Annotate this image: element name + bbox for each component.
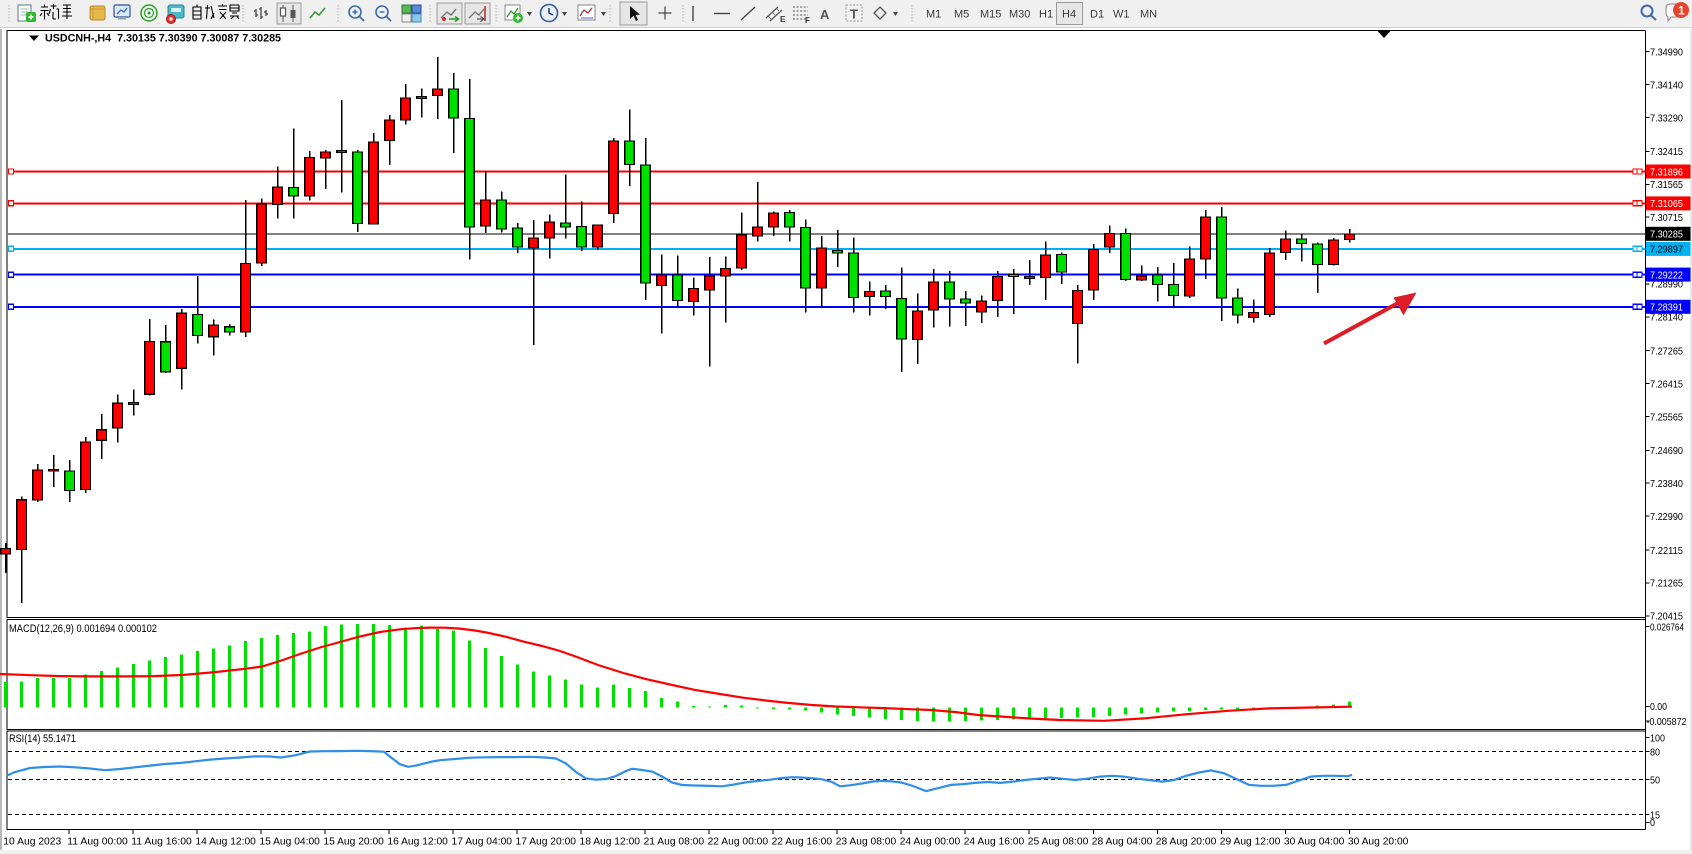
svg-text:0.026764: 0.026764: [1650, 622, 1684, 634]
svg-text:7.30715: 7.30715: [1650, 212, 1683, 224]
svg-text:14 Aug 12:00: 14 Aug 12:00: [195, 836, 256, 848]
svg-text:16 Aug 12:00: 16 Aug 12:00: [387, 836, 448, 848]
svg-text:7.28391: 7.28391: [1650, 302, 1683, 314]
svg-text:15 Aug 04:00: 15 Aug 04:00: [259, 836, 320, 848]
svg-text:MACD(12,26,9) 0.001694 0.00010: MACD(12,26,9) 0.001694 0.000102: [9, 623, 157, 635]
svg-text:11 Aug 16:00: 11 Aug 16:00: [131, 836, 192, 848]
svg-text:7.25565: 7.25565: [1650, 411, 1683, 423]
svg-text:100: 100: [1650, 732, 1665, 744]
svg-text:0.00: 0.00: [1650, 701, 1667, 713]
svg-text:H4: H4: [1062, 9, 1076, 21]
svg-text:M30: M30: [1009, 9, 1030, 21]
svg-text:0: 0: [1650, 817, 1655, 829]
svg-text:M1: M1: [926, 9, 941, 21]
svg-text:T: T: [850, 7, 858, 22]
svg-text:7.31565: 7.31565: [1650, 179, 1683, 191]
svg-text:15 Aug 20:00: 15 Aug 20:00: [323, 836, 384, 848]
svg-text:7.24690: 7.24690: [1650, 445, 1683, 457]
svg-text:D1: D1: [1090, 9, 1104, 21]
svg-text:7.32415: 7.32415: [1650, 146, 1683, 158]
svg-text:7.31896: 7.31896: [1650, 166, 1683, 178]
svg-text:USDCNH-,H4 7.30135 7.30390 7.: USDCNH-,H4 7.30135 7.30390 7.30087 7.302…: [45, 33, 281, 45]
svg-text:7.34140: 7.34140: [1650, 79, 1683, 91]
svg-text:7.20415: 7.20415: [1650, 611, 1683, 623]
svg-text:23 Aug 08:00: 23 Aug 08:00: [836, 836, 897, 848]
svg-text:24 Aug 00:00: 24 Aug 00:00: [900, 836, 961, 848]
svg-text:MN: MN: [1140, 9, 1157, 21]
svg-text:22 Aug 16:00: 22 Aug 16:00: [772, 836, 833, 848]
svg-text:7.34990: 7.34990: [1650, 47, 1683, 59]
svg-text:RSI(14) 55.1471: RSI(14) 55.1471: [9, 733, 76, 745]
svg-text:30 Aug 04:00: 30 Aug 04:00: [1284, 836, 1345, 848]
svg-text:28 Aug 04:00: 28 Aug 04:00: [1092, 836, 1153, 848]
svg-text:22 Aug 00:00: 22 Aug 00:00: [708, 836, 769, 848]
svg-text:17 Aug 20:00: 17 Aug 20:00: [516, 836, 577, 848]
svg-text:7.29222: 7.29222: [1650, 269, 1683, 281]
svg-text:10 Aug 2023: 10 Aug 2023: [3, 836, 61, 848]
svg-text:24 Aug 16:00: 24 Aug 16:00: [964, 836, 1025, 848]
svg-text:28 Aug 20:00: 28 Aug 20:00: [1156, 836, 1217, 848]
svg-text:-0.005872: -0.005872: [1647, 716, 1687, 728]
svg-text:7.22990: 7.22990: [1650, 511, 1683, 523]
svg-text:7.21265: 7.21265: [1650, 578, 1683, 590]
svg-text:21 Aug 08:00: 21 Aug 08:00: [644, 836, 705, 848]
svg-text:7.33290: 7.33290: [1650, 112, 1683, 124]
svg-text:25 Aug 08:00: 25 Aug 08:00: [1028, 836, 1089, 848]
svg-text:7.28140: 7.28140: [1650, 312, 1683, 324]
svg-text:7.27265: 7.27265: [1650, 346, 1683, 358]
svg-text:7.28990: 7.28990: [1650, 279, 1683, 291]
svg-text:11 Aug 00:00: 11 Aug 00:00: [67, 836, 128, 848]
svg-text:17 Aug 04:00: 17 Aug 04:00: [452, 836, 513, 848]
svg-text:18 Aug 12:00: 18 Aug 12:00: [580, 836, 641, 848]
svg-text:30 Aug 20:00: 30 Aug 20:00: [1348, 836, 1409, 848]
svg-text:7.30285: 7.30285: [1650, 229, 1683, 241]
svg-text:M5: M5: [954, 9, 969, 21]
svg-text:50: 50: [1650, 775, 1660, 787]
svg-text:W1: W1: [1113, 9, 1130, 21]
svg-text:7.23840: 7.23840: [1650, 478, 1683, 490]
svg-text:1: 1: [1678, 4, 1685, 18]
svg-text:15: 15: [1650, 809, 1660, 821]
svg-text:F: F: [805, 16, 810, 25]
svg-text:M15: M15: [980, 9, 1001, 21]
svg-text:H1: H1: [1039, 9, 1053, 21]
svg-text:E: E: [780, 15, 786, 24]
svg-text:7.29897: 7.29897: [1650, 244, 1683, 256]
svg-text:7.31065: 7.31065: [1650, 198, 1683, 210]
svg-text:29 Aug 12:00: 29 Aug 12:00: [1220, 836, 1281, 848]
svg-text:7.26415: 7.26415: [1650, 378, 1683, 390]
svg-text:7.22115: 7.22115: [1650, 545, 1683, 557]
svg-text:A: A: [820, 7, 830, 22]
svg-text:80: 80: [1650, 746, 1660, 758]
